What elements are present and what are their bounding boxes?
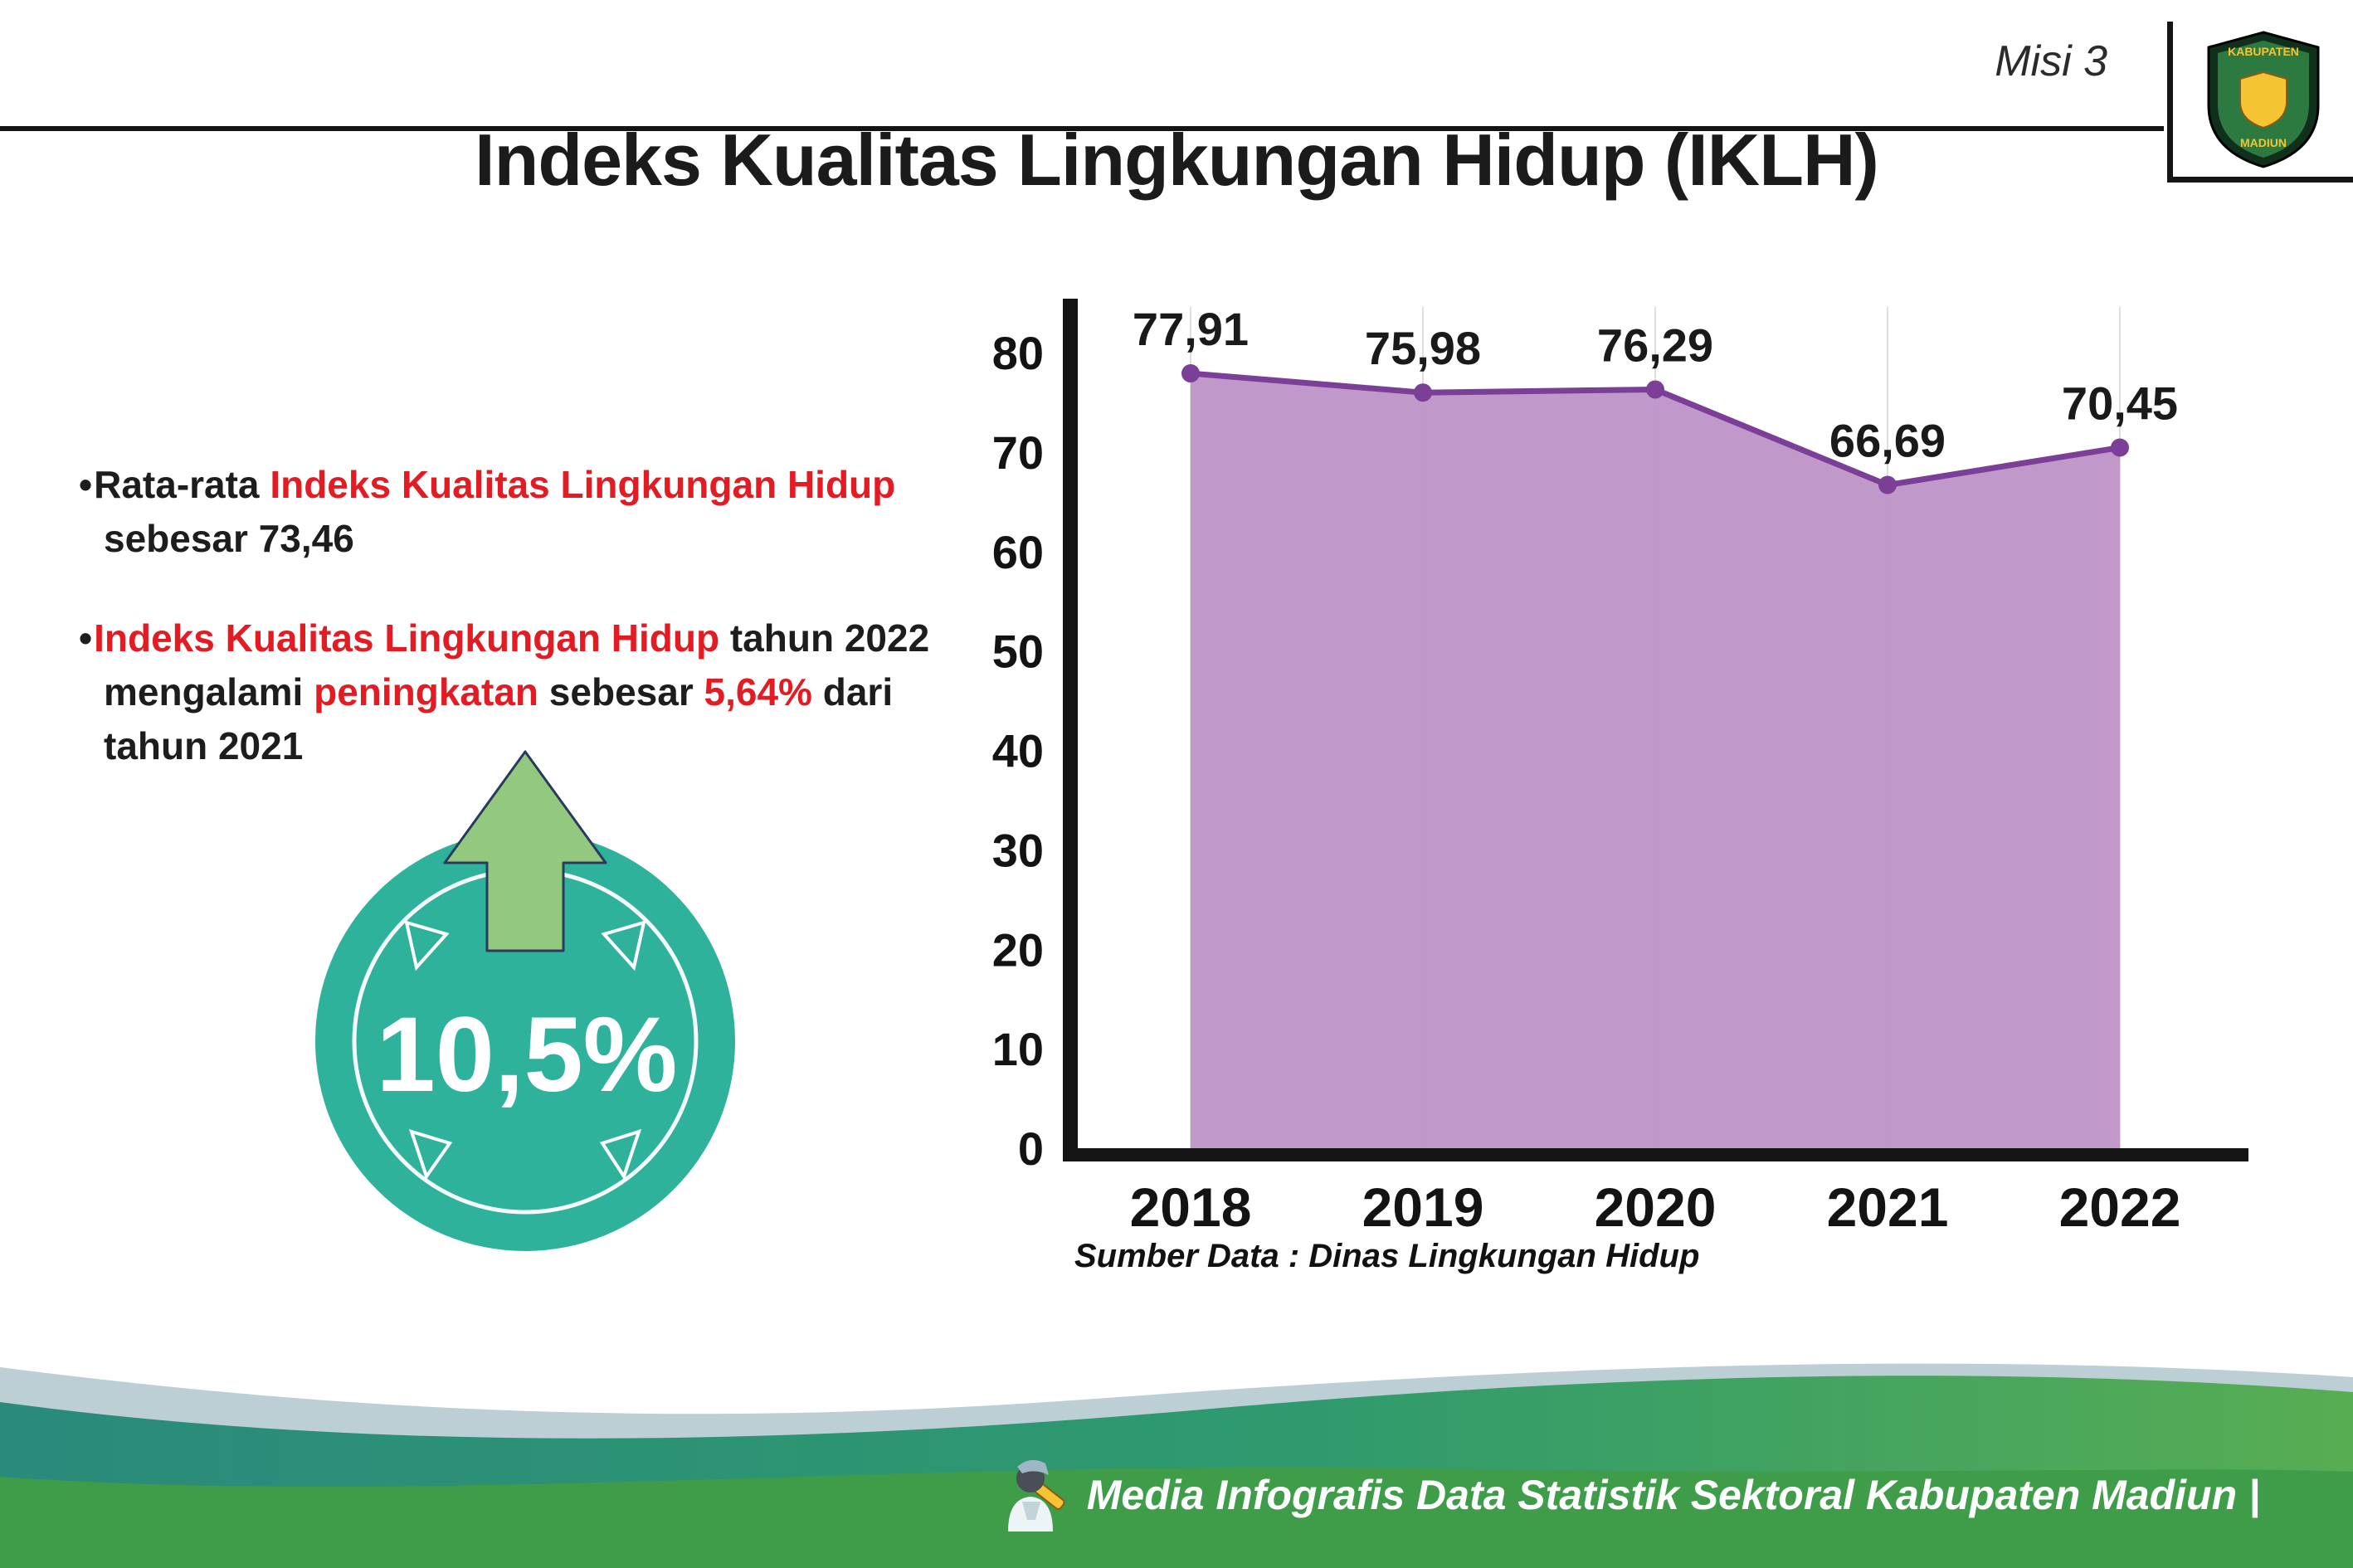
svg-text:75,98: 75,98	[1365, 322, 1481, 374]
svg-text:50: 50	[992, 626, 1044, 678]
mascot-icon	[1007, 1459, 1065, 1531]
logo-top-text: KABUPATEN	[2228, 45, 2299, 58]
svg-text:2018: 2018	[1130, 1176, 1252, 1238]
footer-waves	[0, 1363, 2353, 1568]
svg-text:60: 60	[992, 526, 1044, 578]
up-arrow-icon	[443, 750, 607, 952]
footer: Media Infografis Data Statistik Sektoral…	[0, 1319, 2353, 1568]
text-segment: tahun 2022 mengalami	[104, 616, 930, 713]
svg-text:10: 10	[992, 1023, 1044, 1075]
svg-text:76,29: 76,29	[1597, 319, 1713, 371]
svg-text:2022: 2022	[2059, 1176, 2181, 1238]
highlight-segment: Indeks Kualitas Lingkungan Hidup	[270, 463, 896, 506]
svg-text:30: 30	[992, 824, 1044, 876]
misi-label: Misi 3	[1995, 37, 2107, 85]
footer-credit-text: Media Infografis Data Statistik Sektoral…	[1086, 1472, 2260, 1518]
svg-text:80: 80	[992, 327, 1044, 379]
svg-text:70,45: 70,45	[2062, 377, 2178, 429]
highlight-segment: 5,64%	[704, 670, 812, 713]
bullet-item-average: Rata-rata Indeks Kualitas Lingkungan Hid…	[79, 458, 971, 567]
svg-text:0: 0	[1018, 1122, 1044, 1175]
iklh-chart: 77,91 75,98 76,29 66,69 70,45 0 10 20 30 40 50 60 70…	[954, 274, 2331, 1319]
iklh-area-chart: 77,91 75,98 76,29 66,69 70,45 0 10 20 30 40 50 60 70…	[992, 299, 2248, 1238]
kabupaten-madiun-logo: KABUPATEN MADIUN	[2207, 30, 2319, 168]
increase-badge: 10,5%	[282, 728, 780, 1402]
text-segment: sebesar	[538, 670, 704, 713]
svg-text:2019: 2019	[1362, 1176, 1484, 1238]
highlight-segment: Indeks Kualitas Lingkungan Hidup	[94, 616, 720, 660]
highlight-segment: peningkatan	[314, 670, 539, 713]
bullet-list: Rata-rata Indeks Kualitas Lingkungan Hid…	[79, 458, 971, 819]
page-title: Indeks Kualitas Lingkungan Hidup (IKLH)	[475, 119, 1879, 201]
header-rule	[0, 126, 2164, 131]
bullet-item-increase: Indeks Kualitas Lingkungan Hidup tahun 2…	[79, 611, 971, 774]
svg-text:70: 70	[992, 426, 1044, 479]
badge-value: 10,5%	[376, 995, 678, 1114]
svg-text:40: 40	[992, 725, 1044, 777]
badge-triangles	[404, 920, 646, 1181]
logo-bottom-text: MADIUN	[2240, 136, 2287, 149]
chart-source: Sumber Data : Dinas Lingkungan Hidup	[1074, 1238, 1700, 1274]
svg-text:20: 20	[992, 923, 1044, 976]
increase-badge-graphic	[315, 750, 735, 1251]
svg-text:2021: 2021	[1827, 1176, 1949, 1238]
logo-frame: KABUPATEN MADIUN	[2167, 22, 2353, 183]
text-segment: Rata-rata	[94, 463, 270, 506]
text-segment: sebesar 73,46	[104, 517, 354, 561]
svg-text:77,91: 77,91	[1133, 303, 1249, 355]
svg-text:66,69: 66,69	[1829, 415, 1946, 467]
footer-credit: Media Infografis Data Statistik Sektoral…	[997, 1455, 2260, 1535]
text-segment: dari tahun 2021	[104, 670, 894, 768]
svg-text:2020: 2020	[1595, 1176, 1717, 1238]
